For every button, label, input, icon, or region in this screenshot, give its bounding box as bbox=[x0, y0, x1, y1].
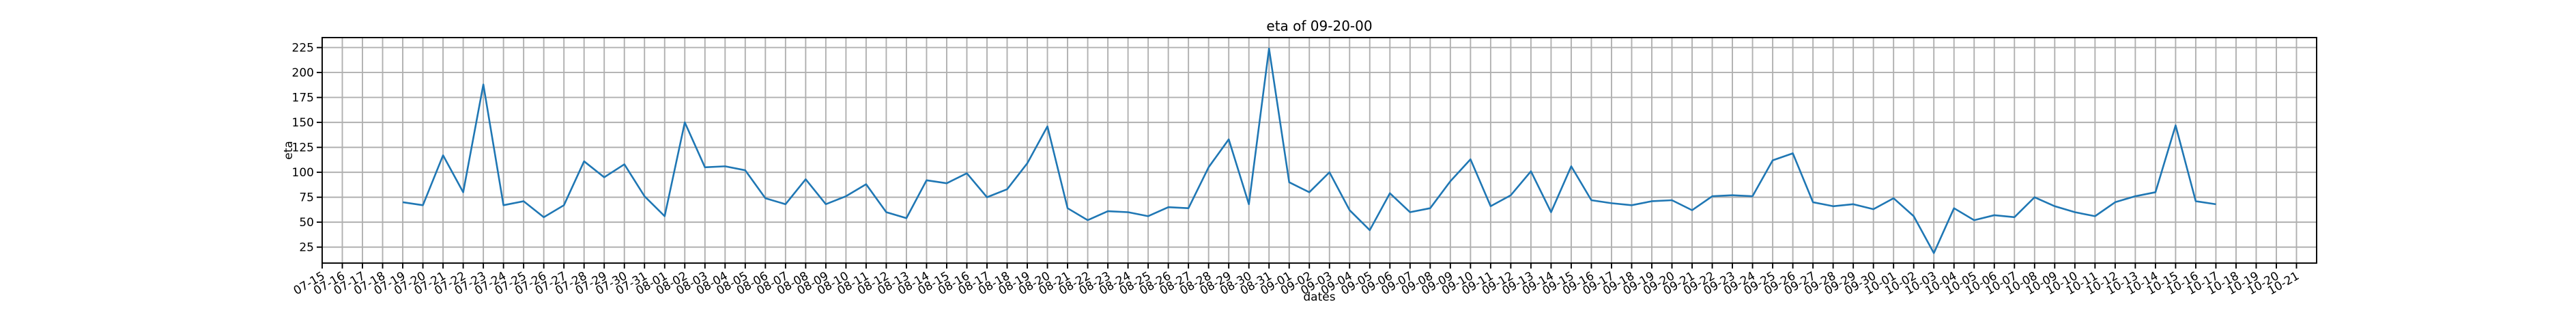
y-tick-label: 225 bbox=[292, 42, 314, 55]
y-tick-label: 150 bbox=[292, 116, 314, 130]
y-tick-label: 125 bbox=[292, 141, 314, 155]
chart-title: eta of 09-20-00 bbox=[1266, 18, 1372, 34]
y-tick-label: 25 bbox=[299, 241, 314, 255]
plot-frame bbox=[321, 37, 2317, 264]
x-axis-label: dates bbox=[1303, 290, 1335, 304]
y-axis-label: eta bbox=[282, 141, 296, 160]
y-tick-label: 100 bbox=[292, 166, 314, 180]
line bbox=[402, 47, 2216, 254]
y-tick-label: 200 bbox=[292, 66, 314, 80]
y-tick-label: 75 bbox=[299, 191, 314, 205]
y-tick-label: 50 bbox=[299, 216, 314, 230]
y-tick-label: 175 bbox=[292, 92, 314, 105]
